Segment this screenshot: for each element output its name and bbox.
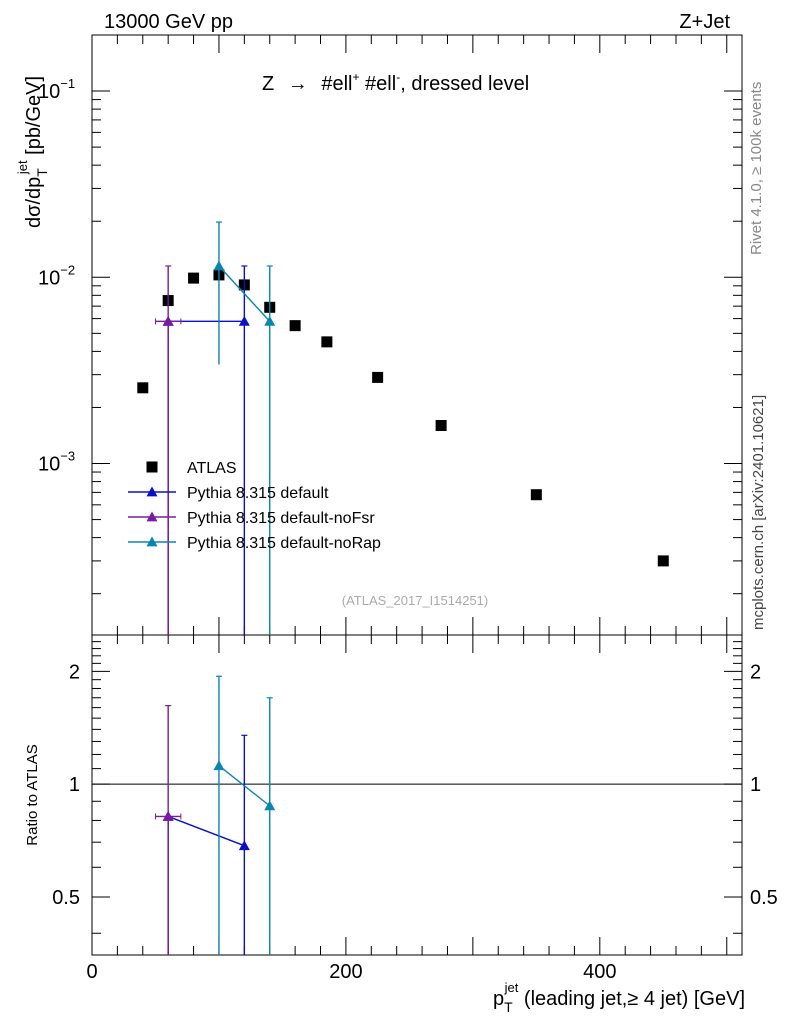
main-pythia-8-315-default-norap-line bbox=[218, 265, 271, 322]
ratio-pythia-8-315-default-nofsr-point bbox=[162, 810, 174, 821]
main-series-marks bbox=[137, 221, 669, 635]
main-atlas-point bbox=[530, 489, 542, 501]
main-axis-ticks: 10−110−210−3 bbox=[38, 34, 742, 595]
main-atlas-point bbox=[435, 420, 447, 432]
ratio-y-tick-label: 2 bbox=[69, 661, 80, 683]
main-atlas-point bbox=[289, 320, 301, 332]
legend-marker bbox=[146, 536, 158, 547]
y-tick-label: 10−3 bbox=[38, 449, 75, 476]
legend-label: ATLAS bbox=[187, 460, 237, 477]
main-y-axis-label: dσ/dpTjet [pb/GeV] bbox=[15, 76, 50, 228]
y-tick-label: 10−1 bbox=[38, 76, 75, 103]
x-tick-label: 400 bbox=[583, 961, 616, 983]
main-pythia-8-315-default-point bbox=[238, 315, 250, 326]
main-atlas-point bbox=[657, 555, 669, 567]
main-pythia-8-315-default-nofsr-point bbox=[162, 315, 174, 326]
legend-label: Pythia 8.315 default-noFsr bbox=[187, 510, 375, 527]
main-atlas-point bbox=[137, 382, 149, 394]
legend-marker bbox=[146, 486, 158, 497]
main-pythia-8-315-default-norap-point bbox=[213, 260, 225, 271]
analysis-watermark: (ATLAS_2017_I1514251) bbox=[342, 593, 488, 608]
ratio-pythia-8-315-default-norap-point bbox=[213, 760, 225, 771]
y-tick-label-base: 10 bbox=[38, 81, 60, 103]
main-atlas-point bbox=[321, 336, 333, 348]
ratio-axis-ticks: 0.5 0.5 1 1 2 2 bbox=[52, 641, 778, 934]
ratio-y-tick-label-right: 2 bbox=[750, 661, 761, 683]
y-tick-label-exponent: −3 bbox=[60, 449, 75, 464]
ratio-series-marks bbox=[154, 675, 276, 955]
mcplots-label: mcplots.cern.ch [arXiv:2401.10621] bbox=[750, 395, 767, 630]
legend-label: Pythia 8.315 default-noRap bbox=[187, 535, 381, 552]
plot-title: Z → #ell+ #ell-, dressed level bbox=[262, 70, 529, 95]
ratio-panel-frame bbox=[91, 634, 743, 956]
process-label: Z+Jet bbox=[679, 11, 730, 33]
legend: ATLAS Pythia 8.315 default Pythia 8.315 de… bbox=[128, 460, 381, 552]
energy-label: 13000 GeV pp bbox=[104, 11, 233, 33]
y-tick-label-exponent: −1 bbox=[60, 76, 75, 91]
y-tick-label-base: 10 bbox=[38, 454, 60, 476]
x-tick-label: 200 bbox=[329, 961, 362, 983]
ratio-y-tick-label-right: 0.5 bbox=[750, 887, 778, 909]
rivet-label: Rivet 4.1.0, ≥ 100k events bbox=[748, 82, 765, 255]
legend-marker bbox=[146, 461, 158, 473]
main-atlas-point bbox=[372, 371, 384, 383]
legend-label: Pythia 8.315 default bbox=[187, 485, 329, 502]
ratio-y-tick-label: 1 bbox=[69, 774, 80, 796]
y-tick-label-base: 10 bbox=[38, 267, 60, 289]
ratio-pythia-8-315-default-point bbox=[238, 840, 250, 851]
ratio-y-tick-label: 0.5 bbox=[52, 887, 80, 909]
x-tick-label: 0 bbox=[86, 961, 97, 983]
x-axis-label: pTjet (leading jet,≥ 4 jet) [GeV] bbox=[493, 980, 745, 1015]
main-pythia-8-315-default-norap-point bbox=[264, 315, 276, 326]
ratio-pythia-8-315-default-norap-point bbox=[264, 800, 276, 811]
y-tick-label-exponent: −2 bbox=[60, 262, 75, 277]
main-atlas-point bbox=[188, 272, 200, 284]
ratio-pythia-8-315-default-line bbox=[167, 815, 245, 847]
legend-marker bbox=[146, 511, 158, 522]
y-tick-label: 10−2 bbox=[38, 262, 75, 289]
x-axis-ticks: 0 200 400 bbox=[86, 35, 728, 983]
ratio-y-tick-label-right: 1 bbox=[750, 774, 761, 796]
ratio-pythia-8-315-default-norap-line bbox=[218, 765, 271, 807]
ratio-y-axis-label: Ratio to ATLAS bbox=[24, 744, 41, 845]
